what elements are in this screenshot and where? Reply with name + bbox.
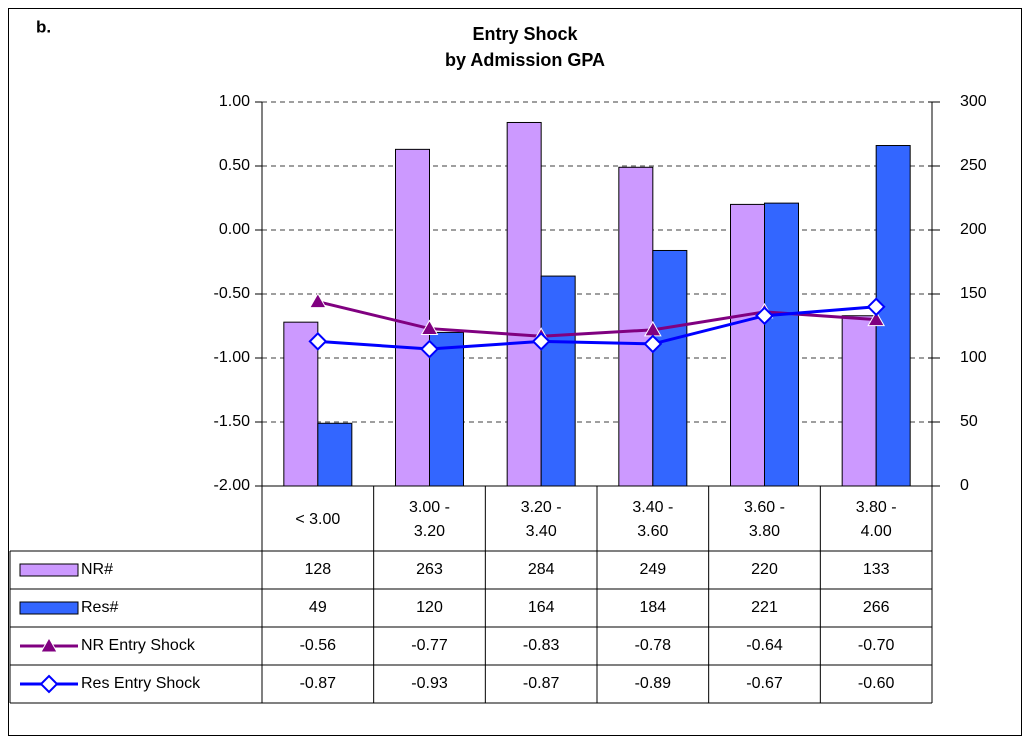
y2-tick-label: 0 — [960, 477, 969, 494]
bar — [730, 203, 765, 487]
table-value: -0.78 — [635, 637, 672, 654]
legend-marker — [40, 636, 58, 653]
line-marker — [308, 292, 327, 309]
line-marker — [866, 297, 886, 317]
y-tick-label: -1.50 — [214, 413, 251, 430]
table-value: 49 — [309, 599, 327, 616]
table-value: -0.77 — [411, 637, 448, 654]
x-tick-label-box: 3.40 - 3.60 — [632, 498, 674, 540]
bar — [618, 166, 654, 487]
legend-label: Res Entry Shock — [81, 675, 201, 692]
table-value: -0.89 — [635, 675, 672, 692]
line-marker — [531, 331, 551, 351]
bar — [395, 148, 430, 487]
legend-marker — [39, 674, 59, 694]
bar — [652, 249, 688, 487]
x-tick-label: < 3.00 — [295, 510, 341, 528]
line-marker — [420, 339, 439, 359]
y-tick-label: 1.00 — [219, 93, 250, 110]
bar — [540, 275, 576, 487]
table-value: -0.70 — [858, 637, 895, 654]
line-marker — [308, 331, 328, 351]
line — [317, 305, 877, 351]
y-tick-label: 0.50 — [219, 157, 250, 174]
y2-tick-label: 50 — [960, 413, 978, 430]
y-tick-label: -0.50 — [214, 285, 251, 302]
y2-tick-label: 200 — [960, 221, 987, 238]
y-tick-label: 0.00 — [219, 221, 250, 238]
table-value: 220 — [751, 561, 778, 578]
bar — [875, 145, 911, 487]
bar — [283, 321, 319, 487]
y-tick-label: -2.00 — [214, 477, 251, 494]
y-tick-label: -1.00 — [214, 349, 251, 366]
bar — [764, 202, 799, 487]
table-value: -0.87 — [523, 675, 560, 692]
table-value: 221 — [751, 599, 778, 616]
bar — [506, 121, 542, 487]
line-marker — [867, 310, 886, 327]
x-tick-label-box: 3.00 - 3.20 — [409, 498, 450, 540]
x-tick-label-box: 3.20 - 3.40 — [520, 498, 562, 540]
x-tick-label: 3.60 - 3.80 — [744, 498, 785, 540]
chart-subtitle: by Admission GPA — [445, 50, 605, 70]
legend-label: NR Entry Shock — [81, 637, 196, 654]
x-tick-label-box: 3.80 - 4.00 — [855, 498, 897, 540]
legend-key — [19, 601, 79, 615]
legend-label: Res# — [81, 599, 118, 616]
x-tick-label: 3.80 - 4.00 — [855, 498, 897, 540]
y2-tick-label: 100 — [960, 349, 987, 366]
table-value: 284 — [528, 561, 555, 578]
line-marker — [755, 306, 774, 326]
bar — [841, 315, 877, 487]
table-value: 164 — [528, 599, 555, 616]
table-value: -0.67 — [746, 675, 783, 692]
table-value: 263 — [416, 561, 443, 578]
x-tick-label: 3.40 - 3.60 — [632, 498, 674, 540]
table-value: 133 — [863, 561, 890, 578]
x-tick-label: 3.20 - 3.40 — [520, 498, 562, 540]
x-tick-label-box: 3.60 - 3.80 — [744, 498, 785, 540]
table-value: -0.83 — [523, 637, 560, 654]
line-marker — [420, 319, 439, 336]
table-value: 249 — [639, 561, 666, 578]
table-value: 128 — [304, 561, 331, 578]
table-value: 266 — [863, 599, 890, 616]
table-value: -0.93 — [411, 675, 448, 692]
legend-key — [19, 563, 79, 577]
table-value: -0.64 — [746, 637, 783, 654]
chart-title: Entry Shock — [472, 24, 578, 44]
bar — [429, 331, 464, 487]
table-value: -0.56 — [300, 637, 337, 654]
panel-label: b. — [36, 17, 51, 36]
y2-tick-label: 300 — [960, 93, 987, 110]
legend-label: NR# — [81, 561, 113, 578]
table-value: 184 — [639, 599, 666, 616]
y2-tick-label: 150 — [960, 285, 987, 302]
bar — [317, 422, 353, 487]
table-value: 120 — [416, 599, 443, 616]
x-tick-label-box: < 3.00 — [295, 510, 341, 528]
table-value: -0.87 — [300, 675, 337, 692]
y2-tick-label: 250 — [960, 157, 987, 174]
x-tick-label: 3.00 - 3.20 — [409, 498, 450, 540]
line-marker — [643, 334, 663, 354]
table-value: -0.60 — [858, 675, 895, 692]
